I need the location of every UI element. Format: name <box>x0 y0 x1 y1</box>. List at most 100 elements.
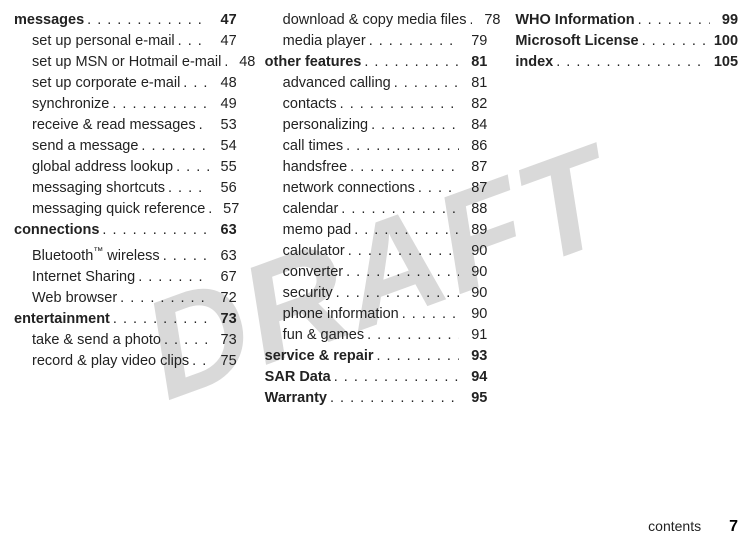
toc-label: record & play video clips <box>32 351 189 372</box>
toc-leader-dots <box>361 52 459 73</box>
toc-page-number: 88 <box>459 199 487 220</box>
toc-label: entertainment <box>14 309 110 330</box>
toc-subentry: contacts82 <box>265 94 488 115</box>
toc-label: index <box>515 52 553 73</box>
toc-subentry: record & play video clips 75 <box>14 351 237 372</box>
toc-leader-dots <box>345 241 460 262</box>
toc-subentry: set up corporate e-mail 48 <box>14 73 237 94</box>
toc-columns: messages47set up personal e-mail47set up… <box>14 10 738 409</box>
toc-subentry: phone information 90 <box>265 304 488 325</box>
toc-label: phone information <box>283 304 399 325</box>
toc-leader-dots <box>337 94 460 115</box>
toc-subentry: calendar 88 <box>265 199 488 220</box>
toc-subentry: Internet Sharing 67 <box>14 267 237 288</box>
toc-page-number: 90 <box>459 262 487 283</box>
toc-leader-dots <box>196 115 209 136</box>
toc-subentry: global address lookup55 <box>14 157 237 178</box>
toc-page-number: 55 <box>209 157 237 178</box>
toc-label: send a message <box>32 136 138 157</box>
toc-leader-dots <box>351 220 459 241</box>
toc-page-number: 89 <box>459 220 487 241</box>
toc-page-number: 75 <box>209 351 237 372</box>
toc-page-number: 82 <box>459 94 487 115</box>
toc-label: handsfree <box>283 157 348 178</box>
toc-column: messages47set up personal e-mail47set up… <box>14 10 237 409</box>
toc-leader-dots <box>391 73 460 94</box>
toc-leader-dots <box>368 115 459 136</box>
toc-page-number: 67 <box>209 267 237 288</box>
toc-leader-dots <box>343 262 459 283</box>
toc-subentry: messaging shortcuts 56 <box>14 178 237 199</box>
toc-heading: Microsoft License100 <box>515 31 738 52</box>
toc-leader-dots <box>635 10 710 31</box>
toc-subentry: fun & games91 <box>265 325 488 346</box>
toc-leader-dots <box>331 367 460 388</box>
toc-subentry: take & send a photo73 <box>14 330 237 351</box>
toc-label: messaging quick reference <box>32 199 205 220</box>
toc-label: personalizing <box>283 115 368 136</box>
toc-label: set up personal e-mail <box>32 31 175 52</box>
toc-label: connections <box>14 220 99 241</box>
toc-page-number: 72 <box>209 288 237 309</box>
toc-page-number: 95 <box>459 388 487 409</box>
toc-page-number: 56 <box>209 178 237 199</box>
toc-leader-dots <box>347 157 459 178</box>
toc-page-number: 90 <box>459 304 487 325</box>
toc-label: calendar <box>283 199 339 220</box>
toc-label: advanced calling <box>283 73 391 94</box>
toc-page-number: 87 <box>459 178 487 199</box>
toc-subentry: advanced calling81 <box>265 73 488 94</box>
toc-leader-dots <box>415 178 459 199</box>
footer-page-number: 7 <box>729 518 738 536</box>
toc-heading: entertainment 73 <box>14 309 237 330</box>
toc-label: messaging shortcuts <box>32 178 165 199</box>
toc-leader-dots <box>327 388 459 409</box>
toc-label: network connections <box>283 178 415 199</box>
toc-page-number: 49 <box>209 94 237 115</box>
toc-page-number: 79 <box>459 31 487 52</box>
toc-page-number: 91 <box>459 325 487 346</box>
toc-page-number: 47 <box>209 31 237 52</box>
toc-heading: index 105 <box>515 52 738 73</box>
toc-page-number: 48 <box>209 73 237 94</box>
toc-label: service & repair <box>265 346 374 367</box>
toc-page-number: 90 <box>459 241 487 262</box>
toc-subentry: set up MSN or Hotmail e-mail48 <box>14 52 237 73</box>
footer-label: contents <box>648 518 701 534</box>
toc-label: other features <box>265 52 362 73</box>
toc-subentry: call times86 <box>265 136 488 157</box>
toc-label: Microsoft License <box>515 31 638 52</box>
toc-page-number: 87 <box>459 157 487 178</box>
toc-leader-dots <box>109 94 208 115</box>
toc-subentry: receive & read messages53 <box>14 115 237 136</box>
toc-page-number: 73 <box>209 330 237 351</box>
toc-page-number: 90 <box>459 283 487 304</box>
toc-page-number: 47 <box>209 10 237 31</box>
toc-page-number: 57 <box>211 199 239 220</box>
toc-page-number: 63 <box>209 220 237 241</box>
toc-page-number: 54 <box>209 136 237 157</box>
toc-page-number: 73 <box>209 309 237 330</box>
toc-page-number: 105 <box>708 52 738 73</box>
toc-label: WHO Information <box>515 10 634 31</box>
toc-page-number: 93 <box>459 346 487 367</box>
toc-page-number: 53 <box>209 115 237 136</box>
toc-subentry: send a message 54 <box>14 136 237 157</box>
toc-label: set up corporate e-mail <box>32 73 180 94</box>
toc-page-number: 84 <box>459 115 487 136</box>
toc-subentry: download & copy media files78 <box>265 10 488 31</box>
toc-leader-dots <box>189 351 209 372</box>
toc-label: set up MSN or Hotmail e-mail <box>32 52 221 73</box>
toc-leader-dots <box>161 330 209 351</box>
toc-page-number: 81 <box>459 52 487 73</box>
toc-label: security <box>283 283 333 304</box>
toc-leader-dots <box>366 31 460 52</box>
toc-label: synchronize <box>32 94 109 115</box>
toc-leader-dots <box>175 31 209 52</box>
toc-label: media player <box>283 31 366 52</box>
toc-leader-dots <box>165 178 209 199</box>
toc-label: call times <box>283 136 343 157</box>
toc-column: download & copy media files78media playe… <box>265 10 488 409</box>
toc-label: Internet Sharing <box>32 267 135 288</box>
toc-subentry: network connections 87 <box>265 178 488 199</box>
